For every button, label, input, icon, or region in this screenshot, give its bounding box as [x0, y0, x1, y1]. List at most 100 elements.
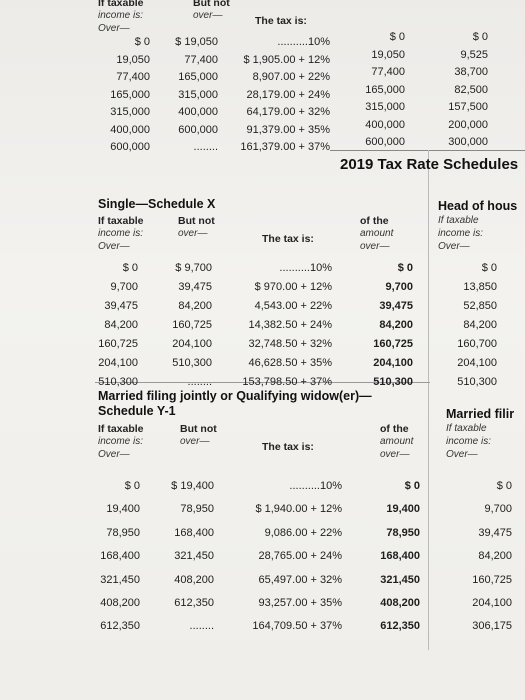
table-cell: $ 0 [397, 262, 413, 274]
table-cell: 9,086.00 + 22% [264, 526, 342, 539]
table-cell: 204,100 [373, 357, 413, 369]
column-header: over— [178, 228, 208, 239]
column-header: If taxable [446, 423, 487, 434]
column-header: income is: [98, 10, 144, 21]
column-header: But not [178, 215, 215, 227]
column-divider [428, 150, 429, 650]
schedule-title: Schedule Y-1 [98, 404, 176, 418]
table-cell: 165,000 [110, 88, 150, 101]
table-cell: 315,000 [110, 106, 150, 118]
column-header: The tax is: [262, 441, 314, 453]
column-header: over— [193, 10, 223, 21]
table-cell: 160,725 [98, 338, 138, 350]
table-cell: ........ [193, 141, 218, 153]
column-header: The tax is: [255, 15, 307, 27]
table-cell: 39,475 [104, 300, 138, 312]
table-cell: 200,000 [448, 118, 488, 131]
table-cell: 510,300 [98, 376, 138, 388]
table-cell: 408,200 [100, 597, 140, 609]
table-cell: $ 0 [481, 262, 497, 274]
table-cell: $ 0 [472, 31, 488, 43]
column-header: Over— [98, 23, 130, 34]
table-cell: ........ [189, 620, 214, 633]
column-header: But not [180, 423, 217, 435]
column-header: of the [360, 215, 389, 227]
table-cell: 168,400 [380, 550, 420, 563]
table-cell: $ 970.00 + 12% [254, 281, 332, 293]
table-cell: 321,450 [174, 550, 214, 563]
table-cell: 321,450 [100, 573, 140, 586]
table-cell: 612,350 [100, 620, 140, 633]
table-cell: 77,400 [116, 71, 150, 83]
table-cell: 84,200 [478, 550, 512, 563]
table-cell: 204,100 [98, 357, 138, 369]
table-cell: 315,000 [365, 101, 405, 113]
table-cell: $ 19,050 [175, 36, 218, 48]
table-cell: 91,379.00 + 35% [246, 123, 331, 136]
table-cell: 160,725 [373, 338, 413, 350]
table-cell: 612,350 [174, 597, 214, 609]
table-cell: 510,300 [457, 376, 497, 388]
table-cell: 204,100 [457, 357, 497, 369]
table-cell: 9,700 [110, 281, 138, 293]
table-cell: 28,765.00 + 24% [258, 550, 343, 563]
column-header: income is: [438, 228, 484, 239]
table-cell: 9,700 [385, 281, 413, 293]
table-cell: $ 0 [134, 36, 150, 48]
table-cell: 9,525 [460, 48, 488, 61]
table-cell: 38,700 [454, 66, 488, 78]
table-cell: 157,500 [448, 101, 488, 113]
heading-rule [330, 150, 525, 151]
table-cell: 46,628.50 + 35% [248, 357, 333, 369]
table-cell: 204,100 [472, 597, 512, 609]
table-cell: ..........10% [277, 36, 330, 48]
table-cell: 300,000 [448, 136, 488, 148]
table-cell: 168,400 [174, 526, 214, 539]
column-header: Over— [438, 241, 470, 252]
table-cell: 161,379.00 + 37% [240, 141, 330, 153]
schedule-title: Single—Schedule X [98, 197, 216, 211]
table-cell: 19,400 [386, 503, 420, 516]
table-cell: 8,907.00 + 22% [252, 71, 330, 83]
column-header: over— [180, 436, 210, 447]
column-title: Head of hous [438, 199, 518, 213]
table-cell: 400,000 [365, 118, 405, 131]
table-cell: 84,200 [379, 319, 413, 331]
column-header: Over— [98, 449, 130, 460]
table-cell: 600,000 [110, 141, 150, 153]
table-cell: $ 0 [124, 480, 140, 492]
column-header: The tax is: [262, 233, 314, 245]
table-cell: 600,000 [365, 136, 405, 148]
column-header: Over— [98, 241, 130, 252]
table-cell: ........ [187, 376, 212, 388]
table-cell: $ 0 [122, 262, 138, 274]
table-cell: $ 0 [496, 480, 512, 492]
schedule-title: Married filing jointly or Qualifying wid… [98, 389, 372, 403]
table-cell: 204,100 [172, 338, 212, 350]
column-header: over— [380, 449, 410, 460]
table-cell: 78,950 [386, 526, 420, 539]
table-cell: 315,000 [178, 88, 218, 101]
table-cell: 510,300 [172, 357, 212, 369]
table-cell: 93,257.00 + 35% [258, 597, 343, 609]
table-cell: 84,200 [178, 300, 212, 312]
table-cell: 39,475 [478, 526, 512, 539]
column-title: Married filir [446, 407, 515, 421]
table-cell: 14,382.50 + 24% [248, 319, 333, 331]
table-cell: $ 1,940.00 + 12% [255, 503, 342, 516]
table-cell: 19,050 [371, 48, 405, 61]
table-cell: $ 1,905.00 + 12% [243, 53, 330, 66]
schedules-heading: 2019 Tax Rate Schedules [340, 156, 519, 173]
table-cell: 77,400 [184, 53, 218, 66]
table-cell: ..........10% [289, 480, 342, 492]
table-cell: 160,725 [472, 573, 512, 586]
column-header: If taxable [98, 0, 144, 9]
column-header: over— [360, 241, 390, 252]
table-cell: 160,700 [457, 338, 497, 350]
table-cell: 168,400 [100, 550, 140, 563]
column-header: of the [380, 423, 409, 435]
table-cell: 400,000 [110, 123, 150, 136]
column-header: If taxable [438, 215, 479, 226]
table-cell: 510,300 [373, 376, 413, 388]
table-cell: ..........10% [279, 262, 332, 274]
